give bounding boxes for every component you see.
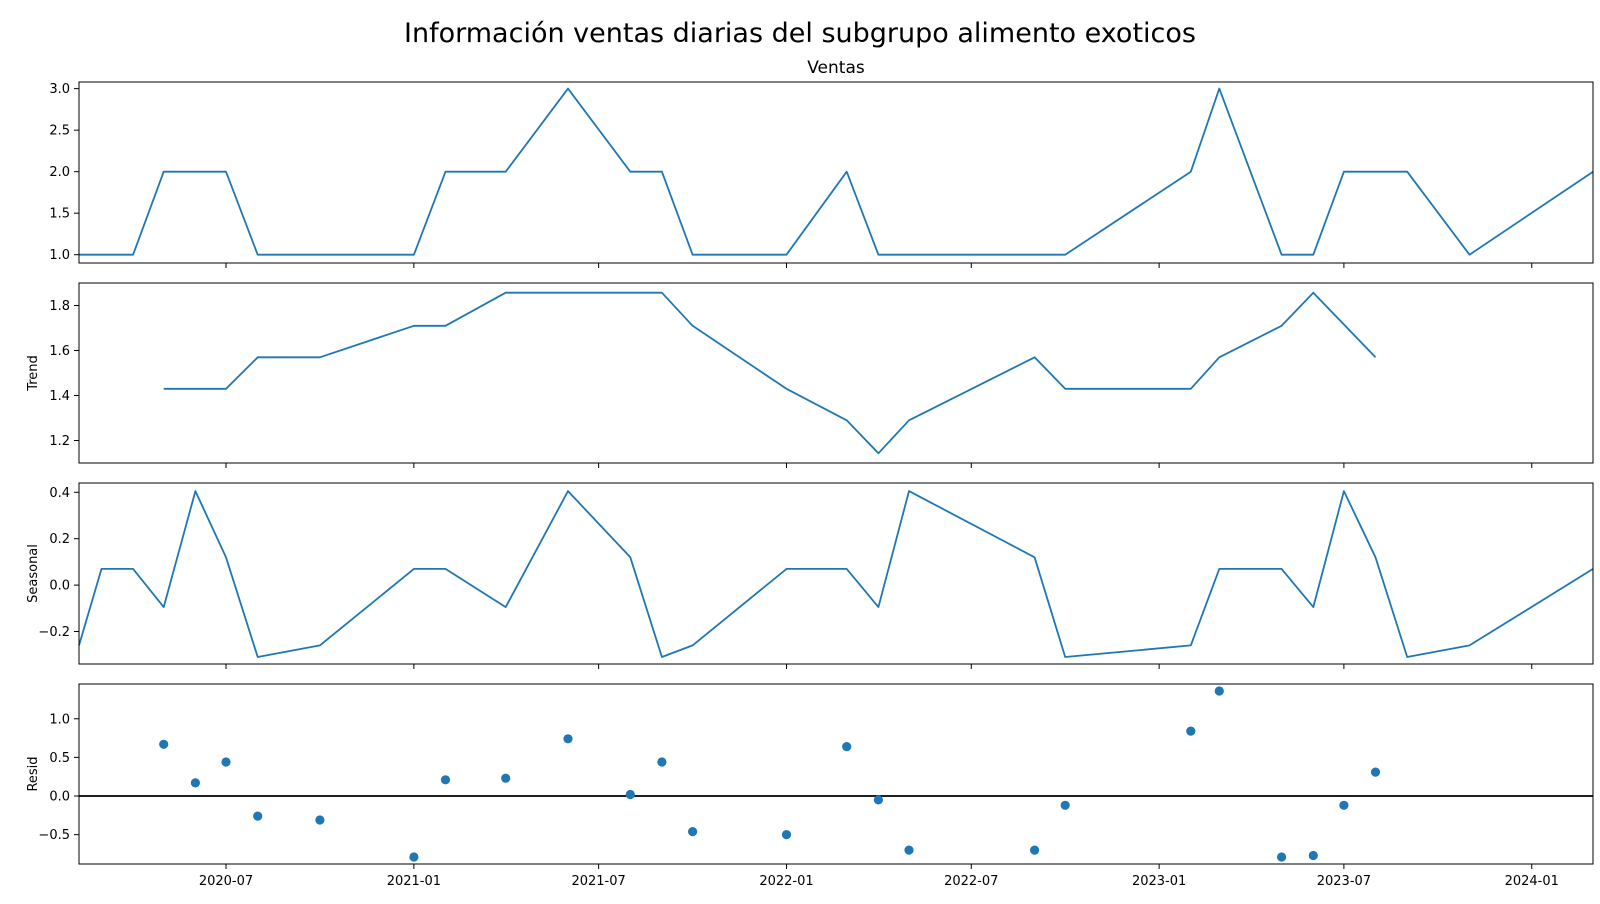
resid-point [1339, 800, 1349, 810]
resid-point [221, 757, 231, 767]
resid-point [1060, 800, 1070, 810]
x-tick-label: 2020-07 [199, 874, 253, 889]
resid-point [501, 773, 511, 783]
x-tick-label: 2024-01 [1505, 874, 1559, 889]
resid-ytick-label: −0.5 [38, 828, 70, 843]
resid-point [190, 778, 200, 788]
resid-point [1030, 845, 1040, 855]
resid-point [657, 757, 667, 767]
resid-point [1370, 767, 1381, 777]
x-tick-label: 2021-07 [571, 874, 625, 889]
resid-point [781, 830, 792, 840]
resid-ytick-label: 1.0 [49, 712, 70, 727]
seasonal-ytick-label: 0.4 [49, 486, 70, 501]
ventas-panel-title: Ventas [807, 58, 865, 78]
trend-series-line [163, 291, 1377, 455]
resid-point [1277, 852, 1287, 862]
trend-y-axis-label: Trend [26, 355, 41, 392]
trend-ytick-label: 1.6 [49, 344, 70, 359]
x-tick-label: 2023-07 [1317, 874, 1371, 889]
resid-point [563, 734, 573, 744]
x-tick-label: 2022-07 [944, 874, 998, 889]
seasonal-axes-frame [78, 482, 1594, 665]
resid-point [315, 815, 325, 825]
resid-ytick-label: 0.0 [49, 790, 70, 805]
seasonal-y-axis-label: Seasonal [26, 544, 41, 603]
figure-title: Información ventas diarias del subgrupo … [404, 18, 1196, 49]
seasonal-series-line [78, 490, 1594, 658]
resid-point [409, 852, 419, 862]
resid-point [688, 827, 698, 837]
ventas-ytick-label: 1.5 [49, 207, 70, 222]
resid-y-axis-label: Resid [26, 756, 41, 791]
x-tick-label: 2022-01 [759, 874, 813, 889]
resid-point [904, 845, 914, 855]
resid-point [873, 795, 884, 805]
ventas-ytick-label: 2.0 [49, 165, 70, 180]
trend-axes-frame [78, 282, 1594, 464]
resid-point [159, 739, 169, 749]
x-tick-label: 2023-01 [1132, 874, 1186, 889]
resid-ytick-label: 0.5 [49, 751, 70, 766]
resid-point [842, 742, 852, 752]
trend-ytick-label: 1.8 [49, 299, 70, 314]
resid-axes-frame [78, 683, 1594, 865]
ventas-axes-frame [78, 81, 1594, 264]
resid-point [625, 789, 635, 800]
resid-point [1186, 726, 1196, 736]
resid-point [1308, 850, 1318, 861]
trend-ytick-label: 1.4 [49, 389, 70, 404]
seasonal-ytick-label: 0.2 [49, 532, 70, 547]
trend-ytick-label: 1.2 [49, 434, 70, 449]
ventas-ytick-label: 1.0 [49, 248, 70, 263]
resid-point [253, 811, 263, 821]
resid-point [440, 775, 451, 785]
ventas-ytick-label: 2.5 [49, 124, 70, 139]
seasonal-ytick-label: 0.0 [49, 579, 70, 594]
ventas-ytick-label: 3.0 [49, 82, 70, 97]
resid-point [1214, 686, 1224, 696]
x-tick-label: 2021-01 [387, 874, 441, 889]
ventas-series-line [79, 87, 1594, 256]
seasonal-ytick-label: −0.2 [38, 625, 70, 640]
